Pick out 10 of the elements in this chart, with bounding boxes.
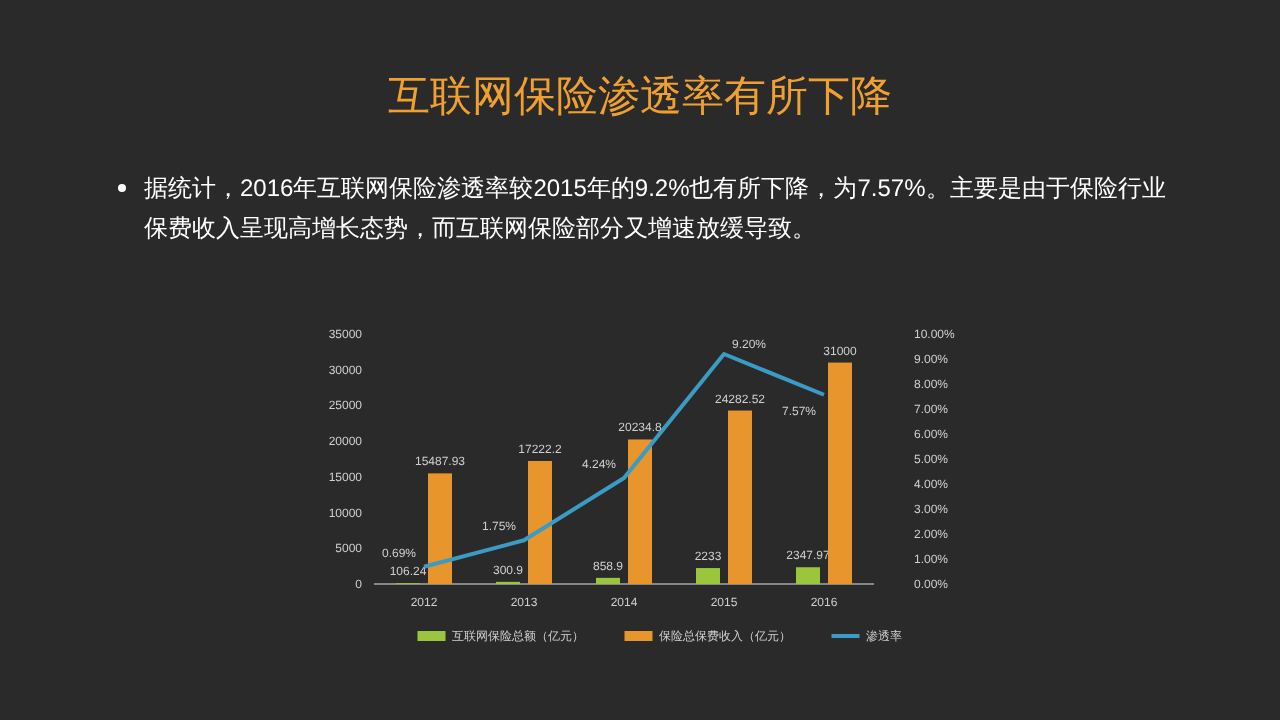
bar [596, 577, 620, 584]
bar [428, 473, 452, 584]
bar [828, 362, 852, 584]
chart-subtitle: 据统计，2016年互联网保险渗透率较2015年的9.2%也有所下降，为7.57%。主要是由于保险行业保费收入呈现高增长态势，而互联网保险部分又增速放缓导致。 [144, 172, 1168, 246]
bar [696, 568, 720, 584]
bar [728, 410, 752, 584]
bar [528, 460, 552, 584]
bar [796, 567, 820, 584]
bar [628, 439, 652, 584]
chart-title: 互联网保险渗透率有所下降 [386, 72, 894, 124]
